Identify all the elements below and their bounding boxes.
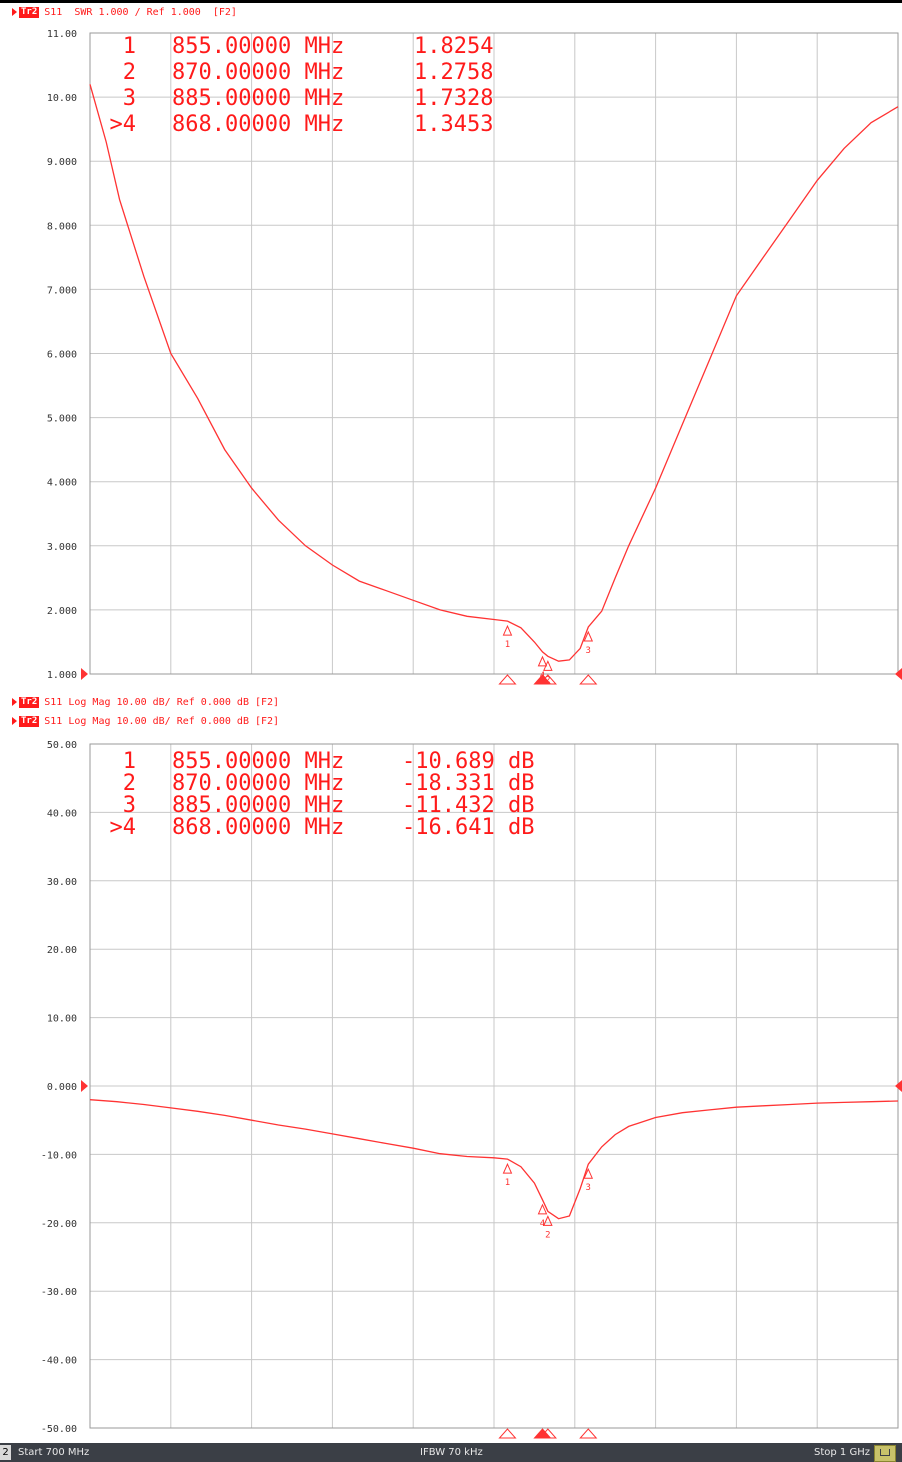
trace-marker-icon [543,1215,553,1226]
y-tick-label: 1.000 [47,670,77,681]
trace-badge[interactable]: Tr2 [19,6,40,18]
y-tick-label: 9.000 [47,157,77,168]
reference-level-arrow-icon [81,1080,88,1092]
marker-readout-frequency: 885.00000 MHz [172,793,344,818]
trace-marker-icon [537,655,548,667]
trace-active-arrow-icon [12,717,17,725]
trace-line [89,84,899,662]
start-frequency[interactable]: Start 700 MHz [18,1447,90,1458]
plot-frame [89,32,899,675]
trace-marker-icon [502,624,513,636]
window-top-edge [0,0,902,3]
y-tick-label: 50.00 [47,740,77,751]
trace-header-text: S11 SWR 1.000 / Ref 1.000 [F2] [44,6,237,18]
trace-marker-label: 1 [505,1178,510,1188]
marker-position-triangle-icon [579,674,598,685]
trace-marker-label: 1 [505,640,510,650]
trace-marker-icon [502,1162,513,1174]
y-tick-label: 3.000 [47,542,77,553]
trace-marker-label: 3 [586,646,591,656]
marker-readout-frequency: 885.00000 MHz [172,86,344,111]
y-tick-label: 40.00 [47,808,77,819]
y-tick-label: 2.000 [47,606,77,617]
trace-header-logmag-2[interactable]: Tr2 S11 Log Mag 10.00 dB/ Ref 0.000 dB [… [12,714,279,728]
reference-level-arrow-icon [81,668,88,680]
y-tick-label: 6.000 [47,350,77,361]
status-bar: 2 Start 700 MHz IFBW 70 kHz Stop 1 GHz [0,1443,902,1462]
marker-readout-value: 1.8254 [414,34,493,59]
swr-chart: 11.00 10.00 9.000 8.000 7.000 6.000 5.000 4.000… [47,29,902,685]
marker-readout-value: -18.331 dB [402,771,534,796]
reference-level-arrow-icon [895,1080,902,1092]
y-tick-label: 10.00 [47,1014,77,1025]
ifbw-setting[interactable]: IFBW 70 kHz [420,1447,483,1458]
trace-line [89,1099,899,1220]
marker-readout-value: -16.641 dB [402,815,534,840]
trace-marker-label: 2 [545,1230,550,1240]
status-toggle-icon[interactable] [874,1445,896,1462]
marker-readout-id: 2 [123,771,136,796]
trace-header-text: S11 Log Mag 10.00 dB/ Ref 0.000 dB [F2] [44,715,280,727]
marker-readout-id: 3 [123,86,136,111]
trace-marker-icon [583,630,594,642]
y-tick-label: -20.00 [41,1219,77,1230]
marker-readout-value: 1.7328 [414,86,493,111]
y-tick-label: -30.00 [41,1287,77,1298]
marker-readout-frequency: 870.00000 MHz [172,60,344,85]
y-tick-label: 4.000 [47,478,77,489]
stop-frequency[interactable]: Stop 1 GHz [814,1447,870,1458]
marker-readout-frequency: 868.00000 MHz [172,815,344,840]
trace-marker-icon [537,1203,548,1215]
trace-marker-icon [583,1167,594,1179]
y-tick-label: -40.00 [41,1356,77,1367]
marker-readout-id: >4 [110,815,137,840]
trace-active-arrow-icon [12,8,17,16]
marker-readout-frequency: 855.00000 MHz [172,749,344,774]
marker-readout-id: >4 [110,112,137,137]
marker-readout-value: 1.3453 [414,112,493,137]
trace-badge[interactable]: Tr2 [19,696,40,708]
marker-readout-value: -10.689 dB [402,749,534,774]
trace-header-logmag-1[interactable]: Tr2 S11 Log Mag 10.00 dB/ Ref 0.000 dB [… [12,695,279,709]
marker-position-triangle-icon [498,1428,517,1439]
trace-badge[interactable]: Tr2 [19,715,40,727]
y-tick-label: 8.000 [47,221,77,232]
marker-readout-frequency: 855.00000 MHz [172,34,344,59]
trace-header-swr[interactable]: Tr2 S11 SWR 1.000 / Ref 1.000 [F2] [12,5,237,19]
y-tick-label: 30.00 [47,877,77,888]
marker-position-triangle-icon [533,674,552,685]
marker-readout-value: -11.432 dB [402,793,534,818]
marker-readout-id: 1 [123,749,136,774]
y-tick-label: 0.000 [47,1082,77,1093]
trace-active-arrow-icon [12,698,17,706]
log-mag-chart: 50.00 40.00 30.00 20.00 10.00 0.000 -10.00 -20.… [41,740,902,1439]
marker-position-triangle-icon [498,674,517,685]
y-tick-label: 5.000 [47,414,77,425]
y-tick-label: 10.00 [47,93,77,104]
y-tick-label: 11.00 [47,29,77,40]
marker-readout-frequency: 870.00000 MHz [172,771,344,796]
marker-readout-frequency: 868.00000 MHz [172,112,344,137]
trace-header-text: S11 Log Mag 10.00 dB/ Ref 0.000 dB [F2] [44,696,280,708]
marker-readout-id: 2 [123,60,136,85]
reference-level-arrow-icon [895,668,902,680]
marker-readout-value: 1.2758 [414,60,493,85]
y-tick-label: -50.00 [41,1424,77,1435]
marker-position-triangle-icon [533,1428,552,1439]
marker-readout-id: 3 [123,793,136,818]
trace-marker-label: 4 [540,1219,545,1229]
channel-indicator[interactable]: 2 [0,1445,11,1460]
y-tick-label: 20.00 [47,945,77,956]
marker-position-triangle-icon [579,1428,598,1439]
marker-readout-id: 1 [123,34,136,59]
trace-marker-label: 3 [586,1183,591,1193]
y-tick-label: 7.000 [47,285,77,296]
y-tick-label: -10.00 [41,1150,77,1161]
